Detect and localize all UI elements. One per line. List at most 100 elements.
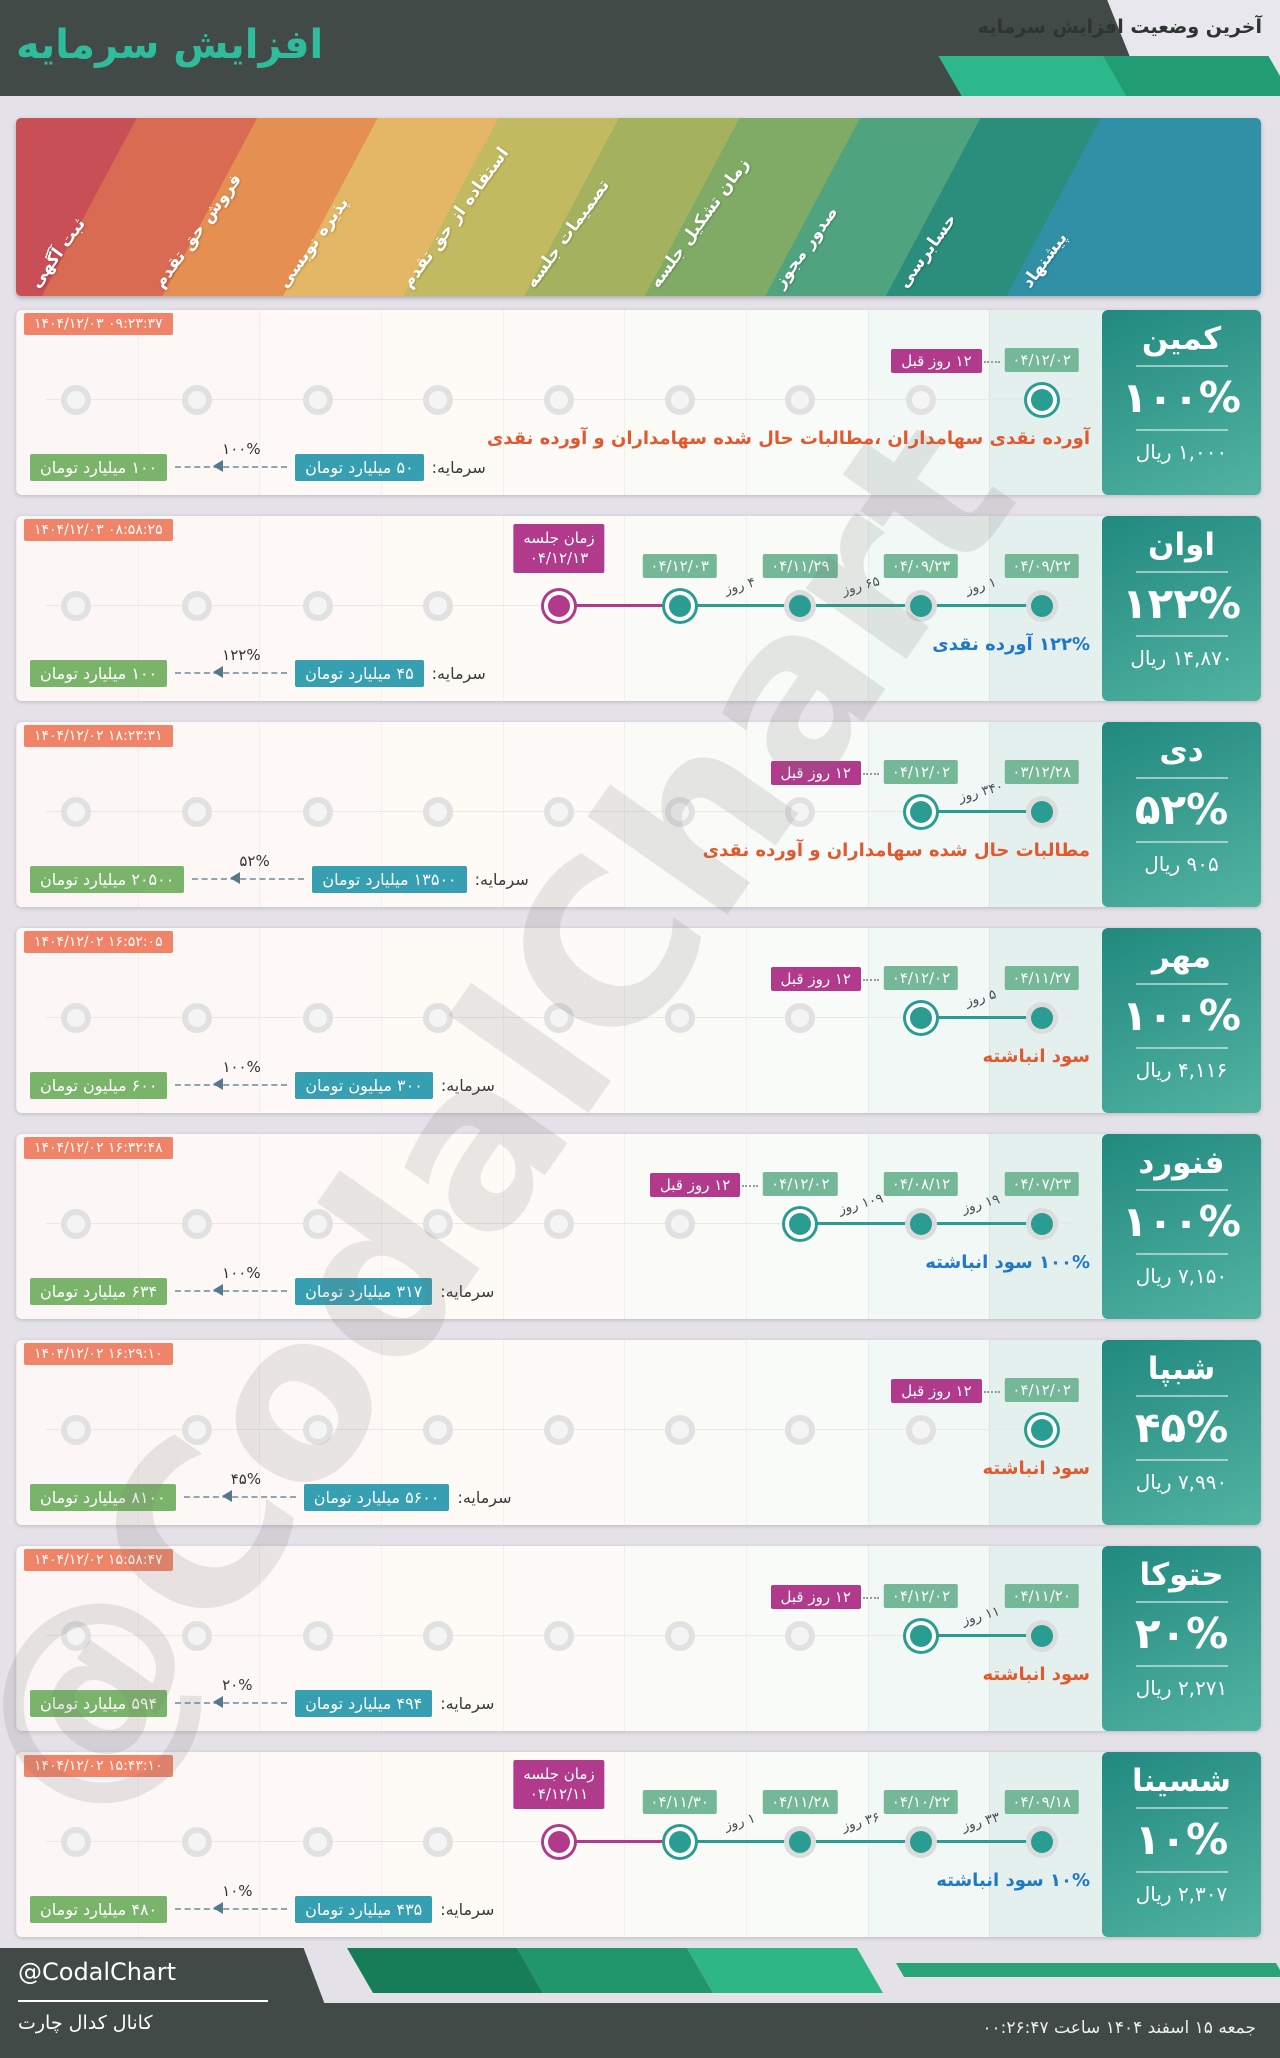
timeline: زمان جلسه ۰۴/۱۲/۱۳ ۰۴/۱۲/۰۳ ۰۴/۱۱/۲۹ ۰۴/۰۹/۲… bbox=[16, 516, 1102, 701]
funding-source-text: ۱۰۰% سود انباشته bbox=[925, 1252, 1090, 1273]
stage-label-9: پیشنهاد bbox=[1017, 228, 1072, 292]
capital-new-badge: ۲۰۵۰۰ میلیارد تومان bbox=[30, 866, 185, 893]
capital-old-badge: ۳۰۰ میلیون تومان bbox=[295, 1072, 433, 1099]
stage-label-7: صدور مجوز bbox=[769, 202, 843, 292]
event-date-badge: ۰۴/۰۸/۱۲ bbox=[883, 1172, 959, 1196]
event-date-badge: ۰۴/۱۲/۰۲ bbox=[1004, 348, 1079, 372]
days-ago-badge: ۱۲ روز قبل bbox=[770, 1585, 861, 1609]
timeline-connector bbox=[921, 1840, 1042, 1843]
stage-dot-empty bbox=[785, 1003, 816, 1033]
stage-dot-empty bbox=[423, 591, 454, 621]
publish-timestamp-badge: ۱۴۰۴/۱۲/۰۲ ۱۵:۴۳:۱۰ bbox=[24, 1755, 173, 1777]
capital-old-badge: ۵۶۰۰ میلیارد تومان bbox=[303, 1484, 450, 1511]
capital-new-badge: ۴۸۰ میلیارد تومان bbox=[30, 1896, 168, 1923]
stage-dot-empty bbox=[302, 385, 333, 415]
arrow-head-icon bbox=[213, 1901, 224, 1914]
stage-dot-event bbox=[1030, 1007, 1053, 1029]
days-ago-badge: ۱۲ روز قبل bbox=[891, 1379, 982, 1403]
company-row: ۰۴/۱۲/۰۲ ۱۲ روز قبل ۰۴/۰۸/۱۲ ۰۴/۰۷/۲۳ ۱۰۹ رو… bbox=[16, 1134, 1261, 1319]
footer-channel: کانال کدال چارت bbox=[18, 2012, 153, 2034]
timeline-connector bbox=[679, 1840, 801, 1843]
company-panel: حتوکا ۲۰% ۲,۲۷۱ ریال bbox=[1102, 1546, 1261, 1731]
panel-divider bbox=[1135, 365, 1228, 368]
stage-dot-empty bbox=[302, 1209, 333, 1239]
capital-line: سرمایه: ۵۶۰۰ میلیارد تومان ۴۵% ۸۱۰۰ میلیارد… bbox=[30, 1470, 512, 1511]
days-ago-badge: ۱۲ روز قبل bbox=[770, 761, 861, 785]
panel-divider bbox=[1135, 1665, 1228, 1668]
stage-label-5: تصمیمات جلسه bbox=[521, 175, 614, 292]
page-header: آخرین وضعیت افزایش سرمایه افزایش سرمایه bbox=[0, 0, 1280, 96]
stage-dot-event bbox=[1030, 1625, 1053, 1647]
increase-percent: ۱۲۲% bbox=[1122, 579, 1241, 629]
arrow-head-icon bbox=[213, 665, 224, 678]
green-ribbon bbox=[517, 1948, 713, 1993]
page-title: افزایش سرمایه bbox=[16, 22, 324, 68]
panel-divider bbox=[1135, 1253, 1228, 1256]
days-ago-badge: ۱۲ روز قبل bbox=[770, 967, 861, 991]
days-ago-connector bbox=[983, 1391, 1000, 1393]
green-ribbon bbox=[938, 56, 1127, 96]
timeline: ۰۴/۱۲/۰۲ ۱۲ روز قبل ۰۴/۰۸/۱۲ ۰۴/۰۷/۲۳ ۱۰۹ رو… bbox=[16, 1134, 1102, 1319]
stage-dot-empty bbox=[544, 1621, 574, 1651]
arrow-head-icon bbox=[230, 871, 241, 884]
stage-dot-empty bbox=[544, 1003, 574, 1033]
days-ago-connector bbox=[863, 773, 879, 775]
panel-divider bbox=[1135, 571, 1228, 574]
stage-dot-event bbox=[1030, 595, 1053, 617]
capital-line: سرمایه: ۳۱۷ میلیارد تومان ۱۰۰% ۶۳۴ میلیارد … bbox=[30, 1264, 494, 1305]
event-date-badge: ۰۴/۱۱/۲۸ bbox=[763, 1790, 838, 1814]
stage-banner: ثبت آگهی فروش حق تقدم پذیره نویسی استفاده ا… bbox=[16, 118, 1261, 296]
capital-increase-arrow: ۴۵% bbox=[183, 1470, 296, 1502]
stage-dot-event bbox=[548, 1831, 570, 1853]
days-ago-connector bbox=[742, 1185, 759, 1187]
stage-dot-event bbox=[910, 801, 932, 823]
stage-dot-empty bbox=[785, 1621, 816, 1651]
arrow-head-icon bbox=[213, 1077, 224, 1090]
stage-dot-event bbox=[1030, 1831, 1053, 1853]
stage-dot-empty bbox=[182, 797, 212, 827]
stage-dot-event bbox=[910, 1007, 932, 1029]
arrow-head-icon bbox=[221, 1489, 232, 1502]
capital-prefix-label: سرمایه: bbox=[440, 1694, 495, 1713]
capital-line: سرمایه: ۴۳۵ میلیارد تومان ۱۰% ۴۸۰ میلیارد ت… bbox=[30, 1882, 495, 1923]
event-date-badge: ۰۴/۱۱/۲۰ bbox=[1004, 1584, 1079, 1608]
funding-source-text: آورده نقدی سهامداران ،مطالبات حال شده سه… bbox=[486, 428, 1090, 449]
event-date-badge: ۰۴/۱۲/۰۲ bbox=[883, 1584, 959, 1608]
company-row: ۰۴/۱۲/۰۲ ۱۲ روز قبل آورده نقدی سهامداران ،… bbox=[16, 310, 1261, 495]
event-date-badge: ۰۴/۰۹/۱۸ bbox=[1004, 1790, 1079, 1814]
timeline-connector bbox=[921, 810, 1042, 813]
capital-line: سرمایه: ۵۰ میلیارد تومان ۱۰۰% ۱۰۰ میلیارد ت… bbox=[30, 440, 486, 481]
timeline-connector bbox=[800, 604, 921, 607]
increase-percent: ۴۵% bbox=[1134, 1403, 1229, 1453]
green-ribbon bbox=[1103, 56, 1280, 96]
stage-dot-empty bbox=[302, 1003, 333, 1033]
company-name: فنورد bbox=[1138, 1145, 1225, 1181]
company-panel: فنورد ۱۰۰% ۷,۱۵۰ ریال bbox=[1102, 1134, 1261, 1319]
capital-new-badge: ۶۳۴ میلیارد تومان bbox=[30, 1278, 168, 1305]
publish-timestamp-badge: ۱۴۰۴/۱۲/۰۳ ۰۸:۵۸:۲۵ bbox=[24, 519, 173, 541]
timeline-connector bbox=[800, 1222, 921, 1225]
funding-source-text: ۱۰% سود انباشته bbox=[936, 1870, 1090, 1891]
stage-dot-empty bbox=[544, 385, 574, 415]
stage-dot-empty bbox=[664, 1415, 695, 1445]
company-name: اوان bbox=[1148, 527, 1215, 563]
stage-dot-empty bbox=[61, 1621, 92, 1651]
arrow-head-icon bbox=[213, 1283, 224, 1296]
stage-dot-empty bbox=[664, 1003, 695, 1033]
capital-prefix-label: سرمایه: bbox=[440, 1900, 495, 1919]
capital-prefix-label: سرمایه: bbox=[431, 664, 486, 683]
stage-dot-empty bbox=[182, 1827, 212, 1857]
share-price: ۷,۱۵۰ ریال bbox=[1135, 1264, 1228, 1289]
capital-old-badge: ۴۵ میلیارد تومان bbox=[295, 660, 424, 687]
stage-dot-event bbox=[910, 1831, 932, 1853]
stage-dot-event bbox=[910, 1213, 932, 1235]
panel-divider bbox=[1135, 1047, 1228, 1050]
capital-line: سرمایه: ۴۵ میلیارد تومان ۱۲۲% ۱۰۰ میلیارد ت… bbox=[30, 646, 486, 687]
funding-source-text: سود انباشته bbox=[982, 1046, 1091, 1067]
company-panel: کمین ۱۰۰% ۱,۰۰۰ ریال bbox=[1102, 310, 1261, 495]
capital-old-badge: ۱۳۵۰۰ میلیارد تومان bbox=[312, 866, 467, 893]
capital-new-badge: ۶۰۰ میلیون تومان bbox=[30, 1072, 168, 1099]
increase-percent: ۲۰% bbox=[1134, 1609, 1229, 1659]
capital-prefix-label: سرمایه: bbox=[474, 870, 529, 889]
company-name: کمین bbox=[1141, 321, 1222, 357]
